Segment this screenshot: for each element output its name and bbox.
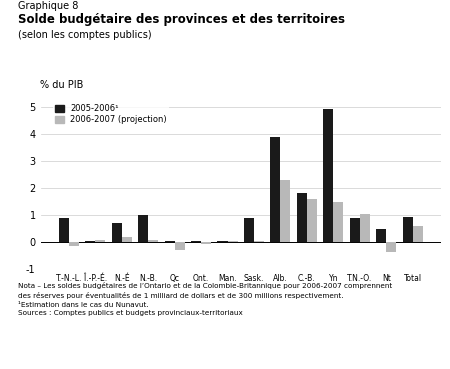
Bar — [217, 241, 228, 242]
Bar — [191, 241, 201, 242]
Bar — [403, 217, 413, 242]
Bar — [112, 223, 122, 242]
Text: % du PIB: % du PIB — [40, 80, 84, 90]
Legend: 2005-2006¹, 2006-2007 (projection): 2005-2006¹, 2006-2007 (projection) — [53, 102, 169, 127]
Bar — [58, 218, 69, 242]
Bar — [323, 110, 333, 242]
Bar — [95, 240, 105, 242]
Bar — [138, 215, 148, 242]
Bar — [148, 239, 158, 242]
Bar — [254, 241, 264, 242]
Bar — [333, 201, 343, 242]
Text: Solde budgétaire des provinces et des territoires: Solde budgétaire des provinces et des te… — [18, 13, 345, 26]
Bar — [228, 241, 238, 242]
Text: (selon les comptes publics): (selon les comptes publics) — [18, 30, 152, 40]
Bar — [386, 242, 396, 252]
Bar — [376, 229, 386, 242]
Bar — [122, 237, 132, 242]
Bar — [280, 180, 291, 242]
Bar — [244, 218, 254, 242]
Bar — [297, 193, 307, 242]
Bar — [270, 137, 280, 242]
Text: Graphique 8: Graphique 8 — [18, 1, 78, 11]
Bar — [165, 241, 175, 242]
Text: Nota – Les soldes budgétaires de l’Ontario et de la Colombie-Britannique pour 20: Nota – Les soldes budgétaires de l’Ontar… — [18, 282, 392, 316]
Bar — [175, 242, 184, 251]
Bar — [413, 226, 423, 242]
Bar — [69, 242, 79, 246]
Bar — [85, 241, 95, 242]
Bar — [360, 214, 370, 242]
Bar — [350, 218, 360, 242]
Bar — [201, 242, 211, 244]
Bar — [307, 199, 317, 242]
